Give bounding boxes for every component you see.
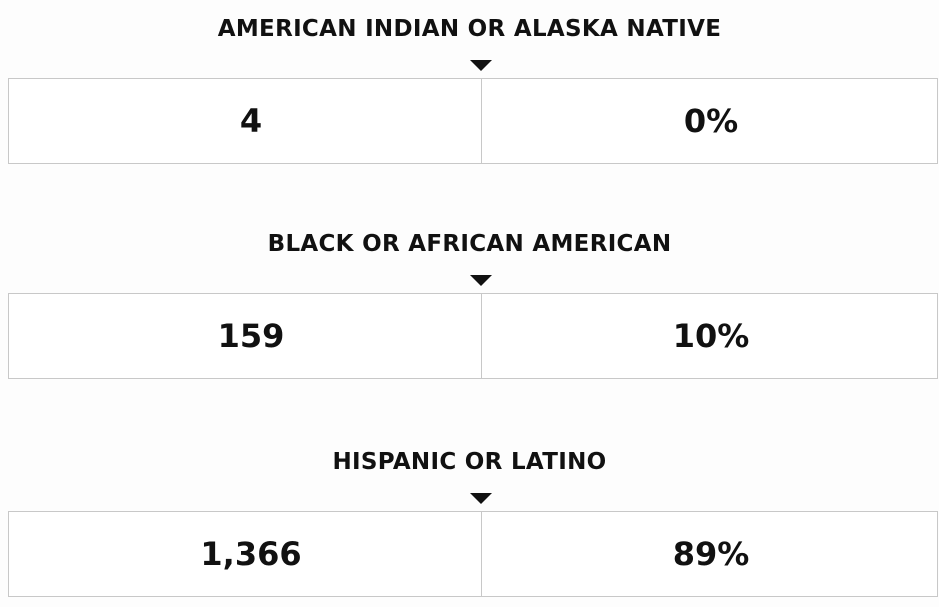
value-box: 4 0% xyxy=(8,78,938,164)
arrow xyxy=(470,493,492,504)
arrow xyxy=(470,275,492,286)
count: 1,366 xyxy=(200,535,302,573)
value-box: 1,366 89% xyxy=(8,511,938,597)
value-box: 159 10% xyxy=(8,293,938,379)
count: 4 xyxy=(239,102,263,140)
group-title: BLACK OR AFRICAN AMERICAN xyxy=(267,231,672,257)
group-title: AMERICAN INDIAN OR ALASKA NATIVE xyxy=(217,16,722,42)
group-title: HISPANIC OR LATINO xyxy=(332,449,607,475)
divider xyxy=(481,79,482,163)
divider xyxy=(481,512,482,596)
arrow xyxy=(470,60,492,71)
divider xyxy=(481,294,482,378)
percent: 10% xyxy=(672,317,750,355)
percent: 0% xyxy=(683,102,739,140)
count: 159 xyxy=(217,317,285,355)
percent: 89% xyxy=(672,535,750,573)
